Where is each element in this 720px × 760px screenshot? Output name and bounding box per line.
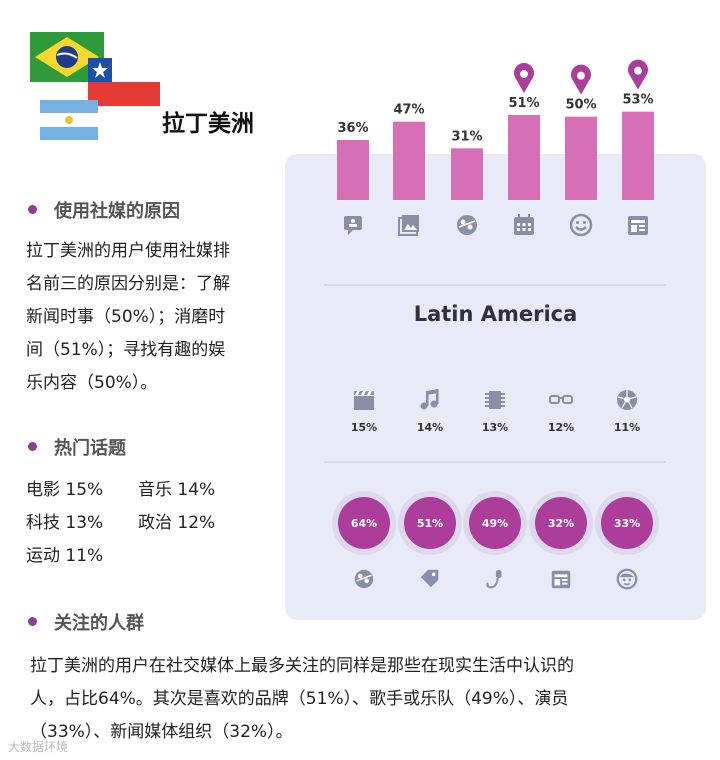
topic-film: 电影 15% — [26, 480, 104, 500]
bar — [451, 148, 483, 200]
chip-icon — [482, 387, 508, 413]
follow-percent-circle: 51% — [404, 497, 456, 549]
text-line: 人，占比64%。其次是喜欢的品牌（51%）、歌手或乐队（49%）、演员 — [30, 689, 569, 709]
bar — [622, 111, 654, 200]
topic-tech: 科技 13% — [26, 513, 104, 533]
topic-percent-label: 13% — [481, 421, 509, 434]
reasons-text: 拉丁美洲的用户使用社媒排 名前三的原因分别是：了解 新闻时事（50%）；消磨时 … — [26, 235, 276, 400]
reasons-heading: 使用社媒的原因 — [54, 201, 180, 222]
text-line: 拉丁美洲的用户使用社媒排 — [26, 241, 230, 261]
bar-value-label: 31% — [451, 129, 482, 144]
bar — [508, 115, 540, 200]
bar-value-label: 47% — [393, 103, 424, 118]
follow-percent-circle: 32% — [535, 497, 587, 549]
topics-text: 电影 15% 音乐 14% 科技 13% 政治 12% 运动 11% — [26, 474, 215, 573]
calendar-icon — [514, 214, 534, 235]
topic-percent-label: 15% — [350, 421, 378, 434]
bar-value-label: 36% — [337, 121, 368, 136]
brazil-flag-graphic — [35, 37, 99, 77]
follow-text: 拉丁美洲的用户在社交媒体上最多关注的同样是那些在现实生活中认识的 人，占比64%… — [30, 650, 720, 749]
bar-value-label: 53% — [622, 93, 653, 108]
text-line: 名前三的原因分别是：了解 — [26, 274, 230, 294]
news-media-icon — [548, 566, 574, 592]
argentina-flag — [40, 100, 98, 140]
entertainment-icon — [457, 215, 477, 235]
divider — [324, 461, 666, 463]
follow-heading: 关注的人群 — [54, 613, 144, 634]
divider — [324, 284, 666, 286]
brazil-flag — [30, 32, 104, 82]
text-line: 间（51%）；寻找有趣的娱 — [26, 340, 226, 360]
people-icon — [351, 566, 377, 592]
bar-value-label: 50% — [565, 98, 596, 113]
location-pin-icon — [571, 64, 591, 95]
bar — [565, 116, 597, 200]
follow-percent-circle: 64% — [338, 497, 390, 549]
news-icon — [628, 216, 648, 235]
photos-icon — [398, 215, 419, 236]
chat-icon — [344, 216, 362, 235]
bar — [393, 121, 425, 200]
bar — [337, 140, 369, 200]
singer-mic-icon — [482, 566, 508, 592]
text-line: （33%）、新闻媒体组织（32%）。 — [30, 722, 293, 742]
bullet — [28, 205, 37, 214]
topic-sports: 运动 11% — [26, 546, 104, 566]
watermark: 大数据环境 — [8, 740, 69, 754]
follow-percent-circle: 49% — [469, 497, 521, 549]
actor-face-icon — [614, 566, 640, 592]
topic-percent-label: 11% — [613, 421, 641, 434]
topic-music: 音乐 14% — [138, 480, 216, 500]
glasses-icon — [548, 387, 574, 413]
location-pin-icon — [514, 63, 534, 93]
chart-title: Latin America — [413, 302, 578, 326]
bar-value-label: 51% — [508, 96, 539, 111]
topics-heading: 热门话题 — [54, 438, 126, 459]
topic-percent-label: 12% — [547, 421, 575, 434]
text-line: 乐内容（50%）。 — [26, 373, 158, 393]
bullet — [28, 617, 37, 626]
reasons-bar-chart: 36% 47% 31% 51% 50% 53% — [337, 59, 654, 237]
chile-flag — [88, 58, 160, 106]
film-icon — [351, 387, 377, 413]
region-title: 拉丁美洲 — [162, 111, 254, 137]
smiley-icon — [569, 213, 593, 237]
topic-politics: 政治 12% — [138, 513, 216, 533]
music-icon — [417, 387, 443, 413]
text-line: 拉丁美洲的用户在社交媒体上最多关注的同样是那些在现实生活中认识的 — [30, 656, 574, 676]
follow-percent-circle: 33% — [601, 497, 653, 549]
bullet — [28, 442, 37, 451]
soccer-icon — [614, 387, 640, 413]
topic-percent-label: 14% — [416, 421, 444, 434]
brand-tag-icon — [417, 566, 443, 592]
location-pin-icon — [628, 59, 648, 90]
text-line: 新闻时事（50%）；消磨时 — [26, 307, 226, 327]
